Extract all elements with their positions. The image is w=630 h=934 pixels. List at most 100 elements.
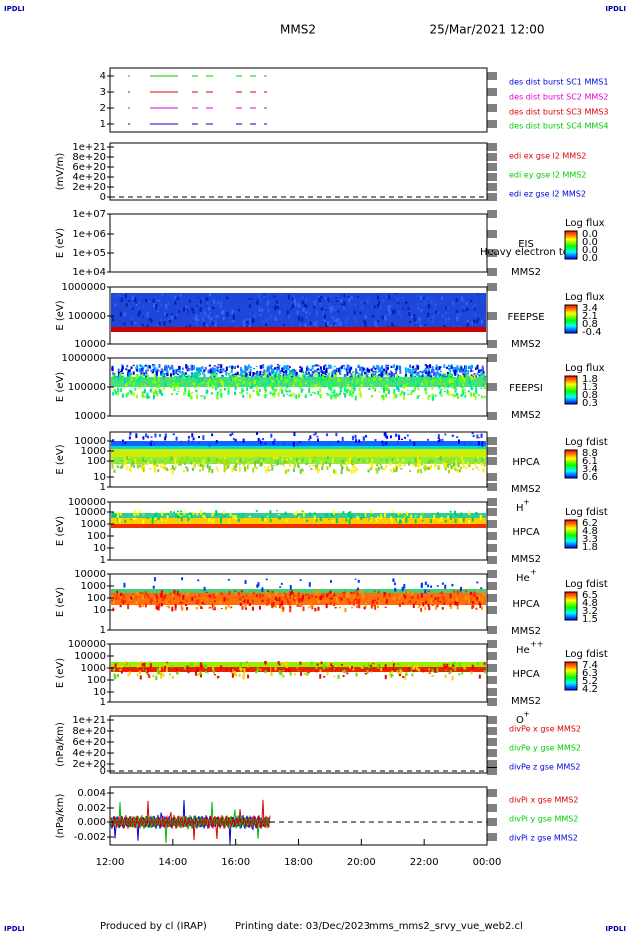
spectrogram-pixel [278,517,281,520]
spectrogram-pixel [138,374,141,376]
spectrogram-pixel [150,387,153,389]
spectrogram-pixel [388,593,391,597]
spectrogram-pixel [459,313,462,317]
spectrogram-pixel [408,312,411,316]
spectrogram-pixel [300,672,303,676]
spectrogram-pixel [128,436,131,440]
spectrogram-pixel [333,469,336,474]
spectrogram-pixel [402,308,405,310]
spectrogram-pixel [385,393,388,398]
spectrogram-pixel [150,440,153,443]
spectrogram-pixel [428,459,431,464]
spectrogram-pixel [155,593,158,596]
spectrogram-pixel [362,664,365,668]
spectrogram-pixel [260,375,263,378]
spectrogram-pixel [135,591,138,594]
colorbar [564,591,578,621]
spectrogram-pixel [156,464,159,467]
spectrogram-pixel [285,519,288,522]
spectrogram-pixel [146,324,149,329]
spectrogram-pixel [227,463,230,468]
spectrogram-pixel [264,323,267,327]
spectrogram-pixel [393,394,396,399]
spectrogram-pixel [453,369,456,374]
spectrogram-pixel [154,389,157,395]
spectrogram-pixel [302,373,305,376]
spectrogram-pixel [283,372,286,377]
spectrogram-pixel [350,296,353,300]
spectrogram-pixel [312,386,315,388]
spectrogram-pixel [394,587,397,592]
spectrogram-pixel [147,461,150,465]
spectrogram-pixel [459,377,462,382]
spectrogram-pixel [116,463,119,465]
spectrogram-pixel [430,595,433,597]
spectrogram-pixel [157,469,160,472]
spectrogram-pixel [341,379,344,381]
spectrogram-pixel [262,461,265,465]
spectrogram-pixel [290,369,293,373]
spectrogram-pixel [342,511,345,514]
spectrogram-pixel [414,601,417,605]
y-tick-label: 0.004 [77,788,106,799]
spectrogram-pixel [145,369,148,375]
spectrogram-pixel [153,441,156,446]
spectrogram-pixel [439,456,442,461]
spectrogram-pixel [289,457,292,461]
colorbar-title: Log fdist [565,579,608,590]
spectrogram-pixel [345,293,348,297]
spectrogram-pixel [356,515,359,520]
spectrogram-pixel [268,667,271,672]
spectrogram-pixel [201,381,204,384]
spectrogram-pixel [411,369,414,372]
spectrogram-pixel [419,309,422,313]
spectrogram-pixel [461,375,464,380]
spectrogram-pixel [195,323,198,328]
spectrogram-pixel [344,374,347,378]
spectrogram-pixel [361,667,364,669]
spectrogram-pixel [474,375,477,378]
spectrogram-pixel [414,457,417,462]
spectrogram-pixel [449,375,452,377]
spectrogram-pixel [433,308,436,311]
legend-entry: edi ey gse l2 MMS2 [509,171,587,180]
spectrogram-pixel [192,308,195,314]
spectrogram-pixel [444,381,447,386]
spectrogram-pixel [143,442,146,444]
spectrogram-pixel [477,436,480,439]
spectrogram-pixel [136,512,139,515]
spectrogram-pixel [269,379,272,382]
spectrogram-pixel [200,514,203,516]
spectrogram-pixel [332,393,335,398]
spectrogram-pixel [147,668,150,672]
spectrogram-pixel [148,661,151,663]
spectrogram-pixel [472,606,475,608]
spectrogram-pixel [482,383,485,387]
spectrogram-pixel [278,663,281,666]
spectrogram-pixel [227,389,230,395]
spectrogram-pixel [197,457,200,462]
spectrogram-pixel [397,386,400,391]
spectrogram-pixel [120,592,123,597]
colorbar-label: 5.2 [582,676,598,687]
spectrogram-pixel [244,369,247,374]
spectrogram-pixel [322,665,325,670]
spectrogram-pixel [424,607,427,610]
spectrogram-pixel [220,379,223,385]
spectrogram-pixel [176,514,179,519]
spectrogram-pixel [152,463,155,465]
spectrogram-pixel [403,391,406,396]
colorbar-label: 3.2 [582,606,598,617]
spectrogram-pixel [352,667,355,671]
spectrogram-pixel [315,468,318,471]
spectrogram-pixel [134,387,137,390]
spectrogram-pixel [257,665,260,668]
spectrogram-pixel [380,373,383,379]
spectrogram-pixel [414,386,417,391]
y-tick-label: 1e+21 [72,142,106,153]
spectrogram-pixel [369,519,372,522]
spectrogram-pixel [169,511,172,513]
spectrogram-pixel [350,591,353,594]
spectrogram-pixel [116,511,119,516]
spectrogram-pixel [242,389,245,392]
